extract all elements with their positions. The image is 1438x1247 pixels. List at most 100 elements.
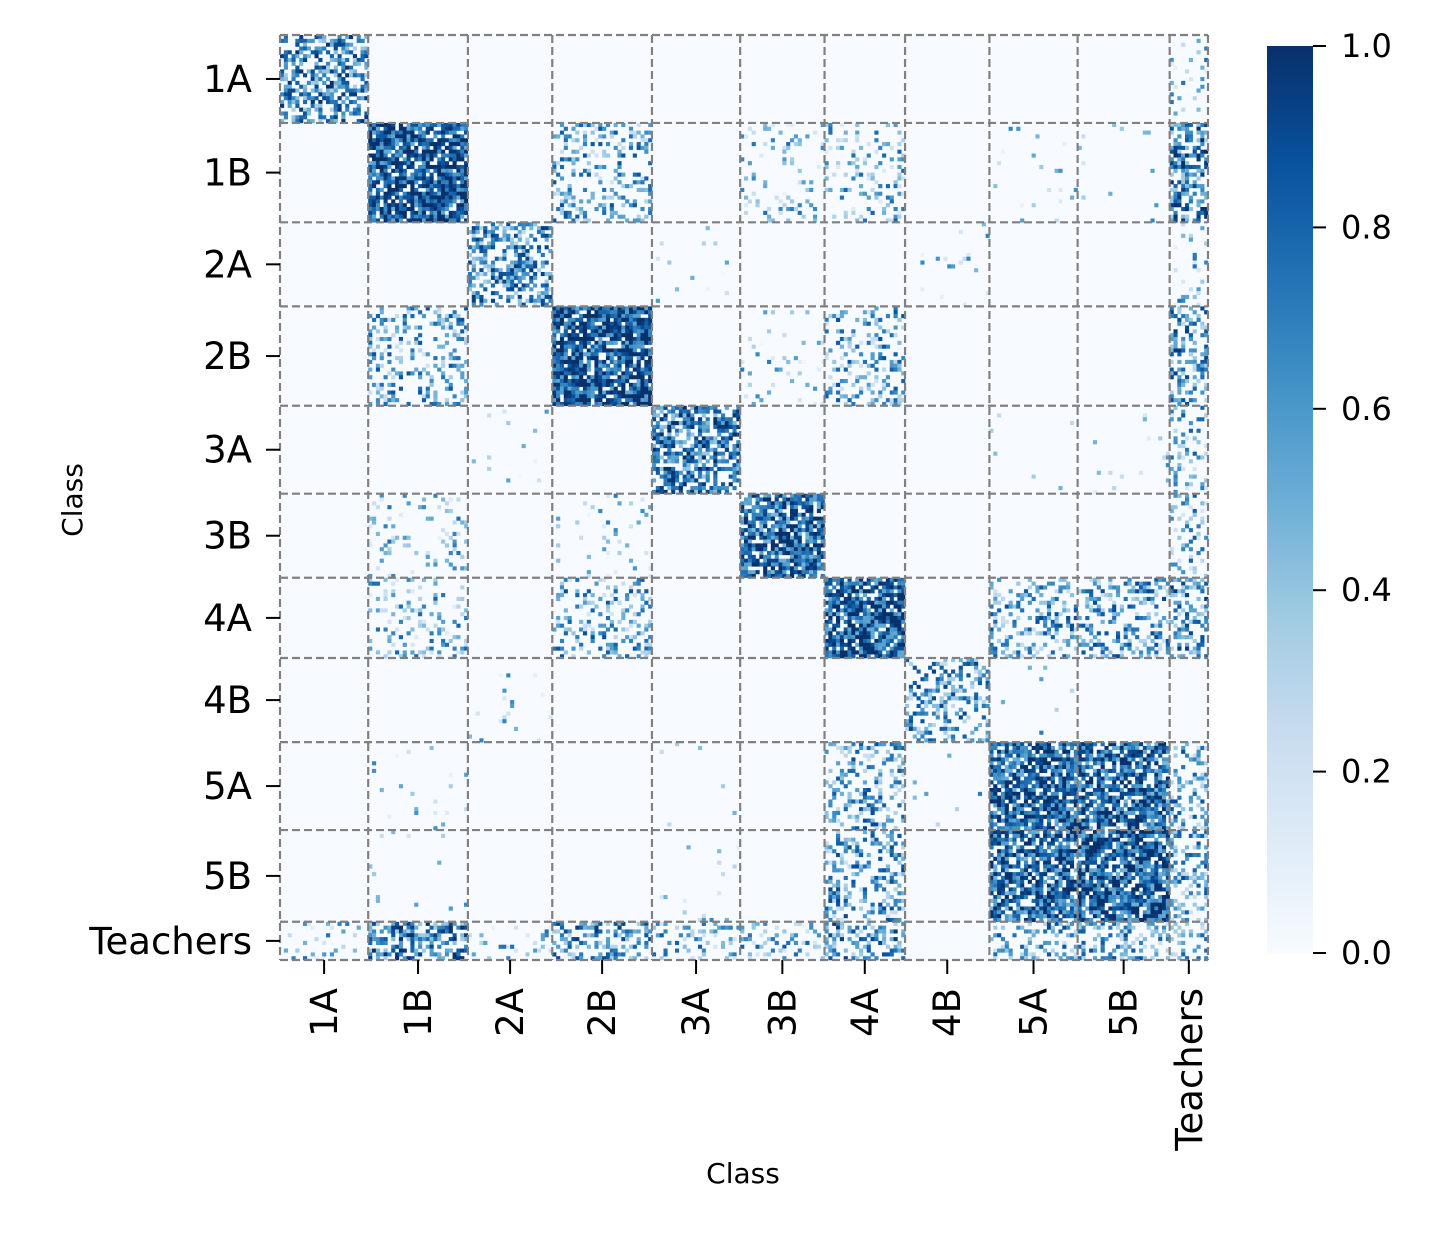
heatmap-cell: [809, 566, 814, 571]
heatmap-cell: [1200, 333, 1205, 338]
heatmap-cell: [602, 371, 607, 376]
heatmap-cell: [1173, 199, 1178, 204]
heatmap-cell: [444, 195, 450, 200]
heatmap-cell: [563, 321, 568, 326]
heatmap-cell: [575, 348, 580, 353]
heatmap-cell: [452, 363, 457, 368]
heatmap-cell: [793, 356, 798, 361]
heatmap-cell: [1146, 585, 1151, 590]
heatmap-cell: [989, 642, 994, 647]
heatmap-cell: [797, 138, 802, 143]
heatmap-cell: [590, 142, 595, 147]
heatmap-cell: [345, 65, 350, 70]
heatmap-cell: [372, 325, 377, 330]
heatmap-cell: [816, 558, 821, 563]
heatmap-cell: [391, 524, 396, 529]
heatmap-cell: [1181, 168, 1186, 173]
heatmap-cell: [602, 153, 607, 158]
heatmap-cell: [414, 153, 419, 158]
heatmap-cell: [621, 615, 626, 621]
heatmap-cell: [828, 375, 833, 380]
heatmap-cell: [314, 65, 319, 70]
heatmap-cell: [1188, 482, 1193, 487]
heatmap-cell: [444, 214, 450, 219]
heatmap-cell: [763, 531, 768, 537]
heatmap-cell: [836, 638, 841, 644]
heatmap-cell: [563, 631, 568, 636]
heatmap-cell: [609, 214, 614, 219]
heatmap-cell: [1192, 310, 1197, 315]
heatmap-cell: [510, 226, 515, 231]
heatmap-cell: [878, 619, 883, 624]
heatmap-cell: [1161, 455, 1167, 460]
heatmap-cell: [1177, 134, 1182, 139]
heatmap-cell: [1173, 168, 1178, 173]
heatmap-cell: [851, 627, 856, 632]
heatmap-cell: [605, 375, 611, 380]
heatmap-cell: [517, 294, 522, 300]
heatmap-cell: [824, 646, 829, 651]
heatmap-cell: [506, 237, 511, 242]
heatmap-cell: [816, 551, 821, 556]
heatmap-cell: [598, 122, 603, 128]
heatmap-cell: [625, 359, 630, 365]
heatmap-cell: [582, 321, 588, 326]
heatmap-cell: [590, 386, 595, 391]
heatmap-cell: [571, 195, 576, 200]
heatmap-cell: [701, 463, 706, 468]
heatmap-cell: [571, 363, 576, 368]
heatmap-cell: [559, 390, 565, 395]
heatmap-cell: [1169, 371, 1174, 376]
heatmap-cell: [1173, 398, 1178, 403]
heatmap-cell: [770, 566, 775, 571]
heatmap-cell: [648, 623, 653, 628]
heatmap-cell: [1177, 149, 1182, 154]
heatmap-cell: [613, 627, 618, 632]
heatmap-cell: [989, 650, 994, 655]
heatmap-cell: [1054, 612, 1059, 617]
heatmap-cell: [456, 321, 461, 326]
heatmap-cell: [533, 428, 538, 433]
heatmap-cell: [379, 352, 384, 357]
heatmap-cell: [1169, 466, 1174, 472]
heatmap-cell: [770, 562, 775, 567]
heatmap-cell: [310, 99, 315, 105]
heatmap-cell: [387, 187, 392, 193]
heatmap-cell: [885, 329, 891, 334]
heatmap-cell: [556, 161, 561, 166]
heatmap-cell: [1184, 176, 1190, 181]
heatmap-cell: [786, 547, 791, 552]
heatmap-cell: [556, 306, 561, 311]
heatmap-cell: [1200, 226, 1205, 231]
heatmap-cell: [372, 157, 377, 162]
heatmap-cell: [452, 394, 457, 399]
heatmap-cell: [387, 359, 392, 365]
heatmap-cell: [314, 107, 319, 112]
heatmap-cell: [617, 325, 622, 330]
heatmap-cell: [1131, 631, 1136, 636]
heatmap-cell: [613, 191, 618, 196]
heatmap-cell: [790, 570, 795, 575]
heatmap-cell: [628, 371, 634, 376]
heatmap-cell: [433, 153, 438, 158]
heatmap-cell: [326, 77, 331, 82]
heatmap-cell: [667, 436, 672, 441]
heatmap-cell: [740, 535, 745, 540]
heatmap-cell: [1035, 619, 1040, 624]
heatmap-cell: [383, 593, 388, 598]
heatmap-cell: [605, 539, 611, 544]
heatmap-cell: [598, 398, 603, 403]
heatmap-cell: [678, 409, 683, 414]
heatmap-cell: [460, 612, 465, 617]
heatmap-cell: [824, 138, 829, 143]
heatmap-cell: [594, 164, 599, 170]
heatmap-cell: [809, 493, 814, 498]
heatmap-cell: [1142, 600, 1147, 605]
heatmap-cell: [636, 623, 641, 628]
heatmap-cell: [1204, 615, 1209, 621]
heatmap-cell: [395, 371, 400, 376]
heatmap-cell: [701, 474, 706, 479]
heatmap-cell: [897, 157, 902, 162]
heatmap-cell: [410, 207, 415, 212]
